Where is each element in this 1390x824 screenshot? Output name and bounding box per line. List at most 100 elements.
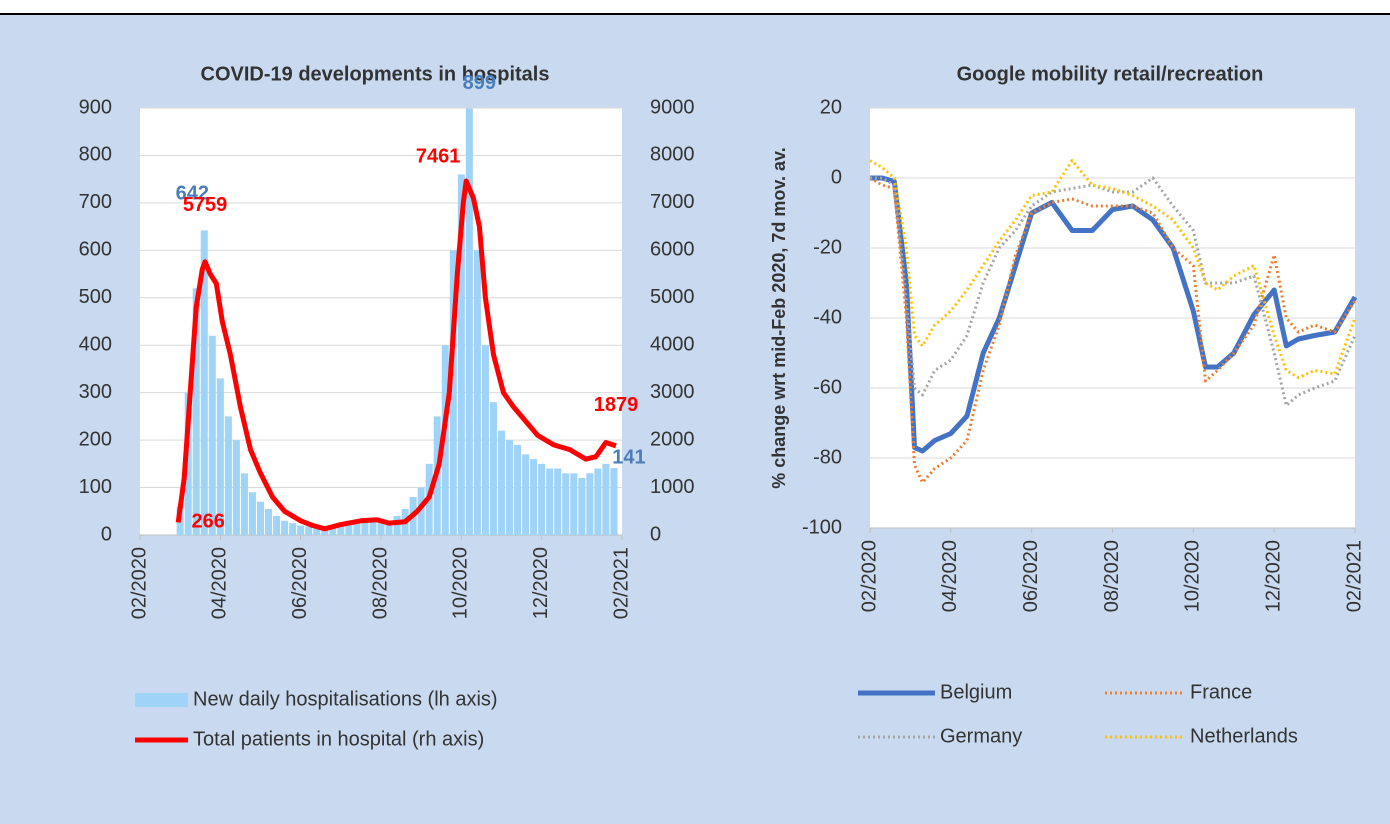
- bar: [369, 521, 377, 535]
- chart-title: Google mobility retail/recreation: [957, 63, 1264, 85]
- data-label: 141: [612, 446, 645, 468]
- data-label: 266: [191, 511, 224, 533]
- y-tick-label: 600: [79, 239, 112, 261]
- bar: [281, 520, 289, 535]
- y2-tick-label: 9000: [650, 96, 695, 118]
- chart-title: COVID-19 developments in hospitals: [201, 63, 550, 85]
- y-axis-label: % change wrt mid-Feb 2020, 7d mov. av.: [769, 147, 789, 488]
- data-label: 7461: [416, 145, 461, 167]
- line: [870, 175, 1358, 454]
- bar: [224, 416, 232, 535]
- bar: [240, 473, 248, 535]
- legend-label: Netherlands: [1190, 725, 1298, 747]
- bar: [522, 454, 530, 535]
- y-tick-label: 200: [79, 428, 112, 450]
- bar: [498, 430, 505, 535]
- y2-tick-label: 6000: [650, 239, 695, 261]
- bar: [313, 527, 321, 535]
- y2-tick-label: 4000: [650, 334, 695, 356]
- data-label: 642: [176, 183, 209, 205]
- x-tick-label: 04/2020: [209, 547, 231, 619]
- legend-label: Germany: [940, 725, 1022, 747]
- bar: [610, 468, 618, 535]
- line: [869, 176, 1357, 484]
- bar: [377, 523, 385, 535]
- y-tick-label: -60: [813, 376, 842, 398]
- legend-label: New daily hospitalisations (lh axis): [193, 688, 498, 710]
- y2-tick-label: 3000: [650, 381, 695, 403]
- bar: [602, 463, 610, 535]
- y-tick-label: 0: [831, 166, 842, 188]
- y2-tick-label: 5000: [650, 286, 695, 308]
- bar: [538, 463, 546, 535]
- bar: [232, 440, 240, 535]
- y-tick-label: 700: [79, 191, 112, 213]
- bar: [417, 487, 425, 535]
- y-tick-label: -100: [802, 516, 842, 538]
- x-tick-label: 06/2020: [289, 547, 311, 619]
- bar: [337, 523, 345, 535]
- line: [870, 176, 1357, 407]
- bar: [248, 492, 256, 535]
- x-tick-label: 04/2020: [939, 540, 961, 612]
- x-tick-label: 10/2020: [1182, 540, 1204, 612]
- bar: [506, 440, 514, 535]
- x-tick-label: 02/2021: [610, 547, 632, 619]
- bar: [329, 525, 337, 535]
- line: [175, 178, 617, 532]
- bar: [578, 478, 586, 535]
- bar: [449, 250, 457, 536]
- y-tick-label: 300: [79, 381, 112, 403]
- y-tick-label: 400: [79, 334, 112, 356]
- y-tick-label: 20: [820, 96, 842, 118]
- bar: [481, 345, 489, 535]
- bar: [546, 468, 554, 535]
- y-tick-label: 500: [79, 286, 112, 308]
- bar: [457, 174, 465, 535]
- y-tick-label: -20: [813, 236, 842, 258]
- bar: [514, 444, 522, 535]
- bar: [473, 250, 481, 536]
- bar: [594, 468, 602, 535]
- bar: [200, 230, 208, 535]
- data-label: 899: [463, 72, 496, 94]
- y2-tick-label: 7000: [650, 191, 695, 213]
- legend-swatch: [135, 693, 188, 707]
- legend-label: France: [1190, 681, 1252, 703]
- y2-tick-label: 8000: [650, 144, 695, 166]
- bar: [184, 392, 192, 535]
- bar: [289, 523, 297, 535]
- bar: [208, 335, 216, 535]
- x-tick-label: 02/2021: [1343, 540, 1365, 612]
- bar: [465, 108, 473, 536]
- y2-tick-label: 0: [650, 523, 661, 545]
- y-tick-label: -80: [813, 446, 842, 468]
- bar: [570, 473, 578, 535]
- y-tick-label: 100: [79, 476, 112, 498]
- bar: [297, 525, 305, 535]
- bar: [361, 520, 369, 535]
- bar: [353, 520, 361, 535]
- bar: [216, 378, 224, 535]
- bar: [489, 402, 497, 535]
- x-tick-label: 06/2020: [1020, 540, 1042, 612]
- x-tick-label: 02/2020: [128, 547, 150, 619]
- bar: [192, 288, 200, 535]
- legend-label: Total patients in hospital (rh axis): [193, 728, 484, 750]
- y-tick-label: 0: [101, 523, 112, 545]
- bar: [321, 527, 329, 535]
- x-tick-label: 10/2020: [450, 547, 472, 619]
- bar: [530, 459, 538, 535]
- x-tick-label: 02/2020: [858, 540, 880, 612]
- y-tick-label: 800: [79, 144, 112, 166]
- line: [869, 159, 1357, 379]
- bar: [385, 520, 393, 535]
- data-label: 5759: [183, 194, 228, 216]
- bar: [586, 473, 594, 535]
- bar: [562, 473, 570, 535]
- bar: [554, 468, 562, 535]
- bar: [441, 345, 449, 535]
- x-tick-label: 12/2020: [1262, 540, 1284, 612]
- bar: [345, 520, 353, 535]
